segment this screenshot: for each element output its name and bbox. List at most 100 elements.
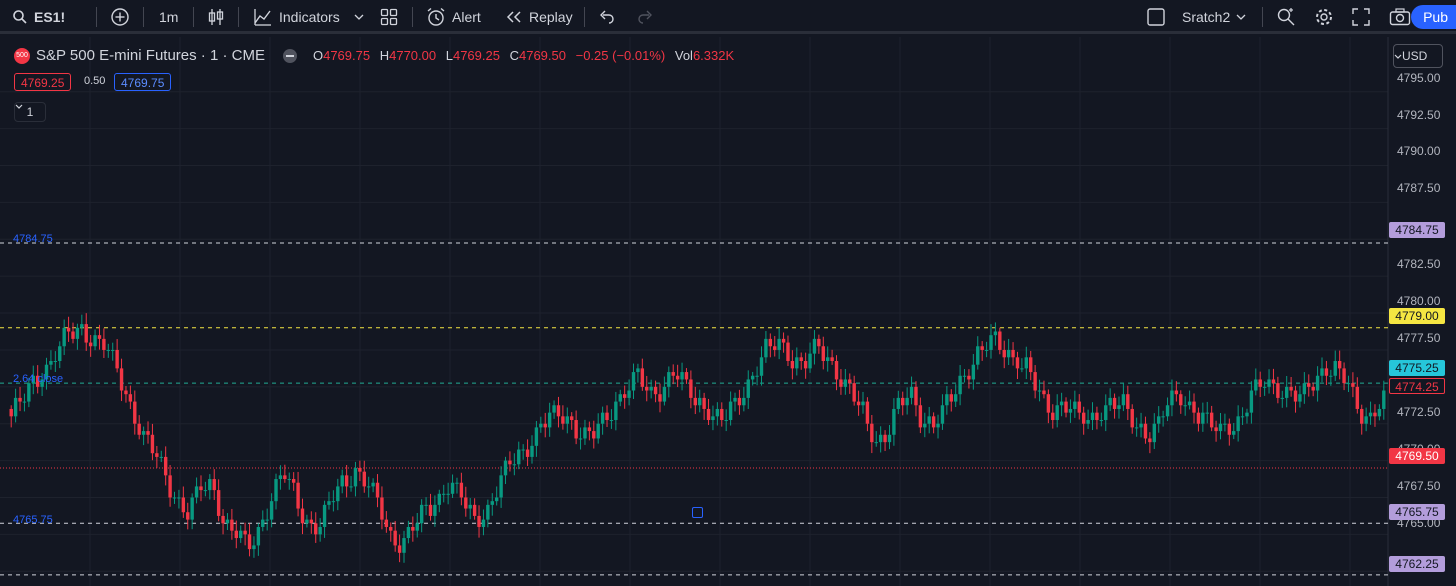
candle-body (128, 394, 133, 402)
chart-type-button[interactable] (207, 0, 225, 34)
compare-symbol-button[interactable] (110, 0, 130, 34)
sell-price-button[interactable]: 4769.25 (14, 73, 72, 91)
layout-select-button[interactable] (1146, 0, 1166, 34)
candle-body (1355, 386, 1360, 409)
candle-body (1209, 412, 1214, 428)
candle-body (80, 324, 84, 328)
candle-body (887, 434, 892, 443)
candle-body (940, 405, 945, 424)
spread-value: 0.50 (84, 75, 106, 87)
publish-button[interactable]: Pub (1411, 5, 1456, 29)
candle-body (155, 453, 159, 457)
fullscreen-button[interactable] (1352, 0, 1370, 34)
symbol-search-button[interactable]: ES1! (12, 0, 65, 34)
candle-body (1073, 401, 1077, 409)
price-chart[interactable] (0, 37, 1456, 586)
candle-body (1351, 383, 1355, 387)
candle-body (521, 449, 525, 451)
top-toolbar: ES1! 1m Indicators Alert Replay Sratch2 (0, 0, 1456, 34)
candle-body (1174, 390, 1179, 395)
candle-body (88, 342, 93, 347)
indicators-icon (254, 9, 271, 26)
candle-body (455, 482, 459, 484)
candles-icon (208, 9, 224, 25)
layout-name-button[interactable]: Sratch2 (1182, 0, 1246, 34)
candle-body (1051, 412, 1055, 421)
collapse-indicators-button[interactable]: 1 (14, 102, 46, 122)
candle-body (287, 479, 291, 481)
open-value: 4769.75 (323, 48, 371, 63)
candle-body (1029, 357, 1033, 373)
chevron-down-icon (1394, 54, 1402, 59)
candle-body (137, 423, 141, 435)
candle-body (309, 519, 314, 524)
candle-body (1170, 390, 1174, 406)
candle-body (989, 335, 993, 350)
candle-body (755, 375, 759, 377)
candle-body (362, 471, 366, 487)
settings-button[interactable] (1314, 0, 1334, 34)
candle-body (93, 335, 97, 347)
candle-body (1108, 397, 1112, 406)
toolbar-divider (96, 7, 97, 27)
toolbar-divider (193, 7, 194, 27)
currency-select[interactable]: USD (1393, 44, 1443, 68)
candle-body (402, 538, 406, 553)
price-tag-4762[interactable]: 4762.25 (1389, 556, 1445, 572)
candle-body (525, 449, 530, 457)
candle-body (773, 346, 777, 350)
candle-body (781, 338, 786, 343)
candle-body (428, 504, 433, 516)
candle-body (459, 482, 464, 498)
toolbar-divider (143, 7, 144, 27)
price-tag-4784[interactable]: 4784.75 (1389, 222, 1445, 238)
snapshot-button[interactable] (1389, 0, 1411, 34)
open-label: O (312, 48, 324, 63)
candle-body (645, 386, 649, 391)
indicator-templates-button[interactable] (354, 0, 364, 34)
candle-body (1187, 401, 1192, 406)
candle-body (384, 519, 389, 527)
candle-body (1267, 379, 1271, 387)
axis-tick: 4787.50 (1397, 181, 1441, 195)
redo-button[interactable] (637, 0, 653, 34)
price-tag-4775[interactable]: 4775.25 (1389, 360, 1445, 376)
buy-price-button[interactable]: 4769.75 (114, 73, 172, 91)
line-drag-handle[interactable] (692, 507, 703, 518)
candle-body (861, 401, 865, 406)
replay-button[interactable]: Replay (505, 0, 573, 34)
candle-body (1134, 427, 1139, 429)
candle-body (949, 394, 953, 402)
line-label-4765: 4765.75 (13, 514, 53, 526)
hide-legend-button[interactable] (282, 48, 297, 63)
candle-body (795, 357, 799, 369)
candle-body (1298, 394, 1302, 402)
indicators-label: Indicators (279, 9, 340, 25)
candle-body (715, 408, 720, 417)
candle-body (1037, 390, 1042, 392)
undo-button[interactable] (599, 0, 615, 34)
axis-tick: 4772.50 (1397, 405, 1441, 419)
candle-body (1059, 401, 1064, 406)
quick-search-button[interactable] (1276, 0, 1296, 34)
candle-body (684, 372, 689, 380)
interval-button[interactable]: 1m (159, 0, 178, 34)
candle-body (486, 504, 490, 520)
candle-body (247, 534, 252, 550)
price-tag-4774[interactable]: 4774.25 (1389, 378, 1445, 394)
alert-button[interactable]: Alert (426, 0, 481, 34)
current-price-tag[interactable]: 4769.50 (1389, 448, 1445, 464)
candle-body (274, 479, 278, 502)
candle-body (1095, 412, 1099, 421)
candle-body (1020, 368, 1024, 370)
indicators-button[interactable]: Indicators (253, 0, 340, 34)
price-tag-4765[interactable]: 4765.75 (1389, 504, 1445, 520)
candle-body (1165, 405, 1170, 417)
chart-pane[interactable]: 500 S&P 500 E-mini Futures · 1 · CME O47… (0, 37, 1456, 586)
candle-body (212, 479, 216, 491)
candle-body (1293, 390, 1298, 402)
candle-body (583, 427, 587, 439)
candle-body (177, 497, 181, 499)
price-tag-4779[interactable]: 4779.00 (1389, 308, 1445, 324)
layout-grid-button[interactable] (380, 0, 398, 34)
